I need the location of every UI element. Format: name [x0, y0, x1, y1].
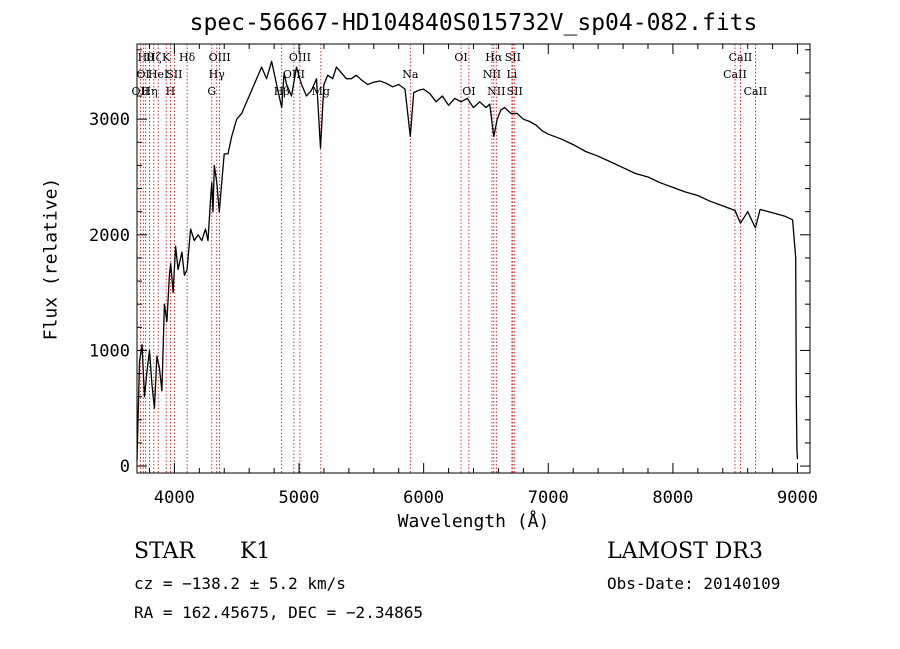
- line-label: OIII: [283, 68, 305, 81]
- x-tick-label: 9000: [777, 488, 818, 508]
- line-label: Mg: [312, 85, 330, 98]
- line-label: CaII: [723, 68, 747, 81]
- line-label: OII: [132, 85, 150, 98]
- x-axis-ticks: 4000 5000 6000 7000 8000 9000: [148, 44, 818, 508]
- line-label: CaII: [729, 51, 753, 64]
- line-label: SII: [505, 51, 521, 64]
- line-label: Hδ: [179, 51, 196, 64]
- x-tick-label: 8000: [652, 488, 693, 508]
- line-label: K: [162, 51, 171, 64]
- line-label: Hθ: [138, 51, 155, 64]
- emission-line-markers: [139, 44, 756, 473]
- line-label: Hη: [141, 85, 157, 98]
- line-label: OI: [137, 68, 150, 81]
- line-label: SII: [166, 68, 182, 81]
- line-label: SII: [507, 85, 523, 98]
- line-label: Hβ: [274, 85, 290, 98]
- x-tick-label: 6000: [403, 488, 444, 508]
- line-label: HeI: [148, 68, 168, 81]
- y-axis-label: Flux (relative): [40, 177, 62, 341]
- line-label: Li: [506, 68, 517, 81]
- y-axis-ticks: 0 1000 2000 3000: [89, 49, 810, 477]
- line-label: OI: [454, 51, 467, 64]
- line-label: Hγ: [209, 68, 226, 81]
- survey-name: LAMOST DR3: [607, 539, 763, 564]
- x-tick-label: 4000: [154, 488, 195, 508]
- y-tick-label: 3000: [89, 110, 130, 130]
- spectrum-line: [136, 60, 799, 461]
- x-tick-label: 7000: [528, 488, 569, 508]
- line-label: G: [207, 85, 216, 98]
- line-label: Na: [402, 68, 419, 81]
- object-subclass: K1: [240, 539, 271, 564]
- line-label: Hζ: [146, 51, 162, 64]
- line-label: OI: [462, 85, 475, 98]
- line-labels: OII OI Hθ Hη Hζ HeI K H SII Hδ G Hγ OIII Hβ OIII OIII Mg…: [132, 51, 768, 98]
- y-tick-label: 2000: [89, 226, 130, 246]
- x-tick-label: 5000: [279, 488, 320, 508]
- line-label: OIII: [209, 51, 231, 64]
- line-label: NII: [487, 85, 505, 98]
- coordinates: RA = 162.45675, DEC = −2.34865: [134, 603, 423, 622]
- y-tick-label: 0: [120, 457, 130, 477]
- plot-frame: [136, 43, 811, 474]
- line-label: H: [166, 85, 176, 98]
- y-tick-label: 1000: [89, 341, 130, 361]
- x-axis-label: Wavelength (Å): [397, 511, 550, 532]
- object-class: STAR: [134, 539, 195, 564]
- line-label: Hα: [485, 51, 503, 64]
- obs-date: Obs-Date: 20140109: [607, 574, 781, 593]
- redshift-value: cz = −138.2 ± 5.2 km/s: [134, 574, 346, 593]
- line-label: NII: [483, 68, 501, 81]
- chart-title: spec-56667-HD104840S015732V_sp04-082.fit…: [189, 10, 758, 36]
- line-label: OIII: [289, 51, 311, 64]
- line-label: CaII: [744, 85, 768, 98]
